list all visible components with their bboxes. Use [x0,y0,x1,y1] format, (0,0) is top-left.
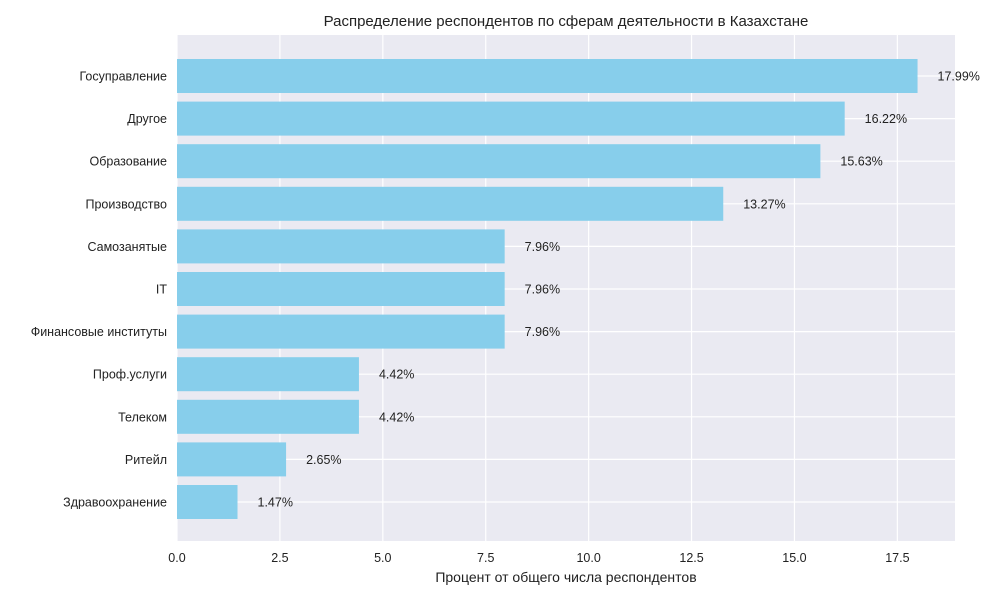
bar [177,229,505,264]
value-label: 16.22% [865,112,907,126]
value-label: 7.96% [525,240,560,254]
category-labels: Госуправление Другое Образование Производст… [31,70,168,510]
bar [177,399,359,434]
bar [177,272,505,306]
x-axis-label: Процент от общего числа респондентов [435,569,696,585]
value-label: 2.65% [306,453,341,467]
category-label: Госуправление [80,70,168,84]
x-tick-label: 5.0 [374,551,391,565]
bar [177,186,724,221]
value-label: 1.47% [258,496,293,510]
value-label: 17.99% [938,70,980,84]
value-label: 4.42% [379,368,414,382]
chart-title: Распределение респондентов по сферам дея… [324,13,809,30]
value-label: 15.63% [840,155,882,169]
bars [177,59,918,519]
value-label: 4.42% [379,410,414,424]
value-labels: 17.99% 16.22% 15.63% 13.27% 7.96% 7.96% 7.96% 4… [258,70,980,510]
category-label: Другое [127,112,167,126]
category-label: Финансовые институты [31,325,167,339]
x-tick-label: 7.5 [477,551,494,565]
x-tick-label: 10.0 [576,551,600,565]
category-label: Самозанятые [87,240,167,254]
category-label: Здравоохранение [63,496,167,510]
bar [177,101,845,136]
bar [177,59,918,93]
bar [177,357,359,392]
x-tick-label: 12.5 [679,551,703,565]
x-tick-label: 2.5 [271,551,288,565]
category-label: Проф.услуги [93,368,167,382]
bar [177,314,505,349]
value-label: 7.96% [525,325,560,339]
value-label: 7.96% [525,283,560,297]
x-tick-label: 0.0 [168,551,185,565]
bar [177,442,287,477]
value-label: 13.27% [743,197,785,211]
bar [177,144,821,179]
category-label: Телеком [118,410,167,424]
bar [177,485,238,519]
category-label: Ритейл [125,453,167,467]
category-label: Производство [85,197,167,211]
category-label: Образование [90,155,168,169]
x-tick-labels: 0.0 2.5 5.0 7.5 10.0 12.5 15.0 17.5 [168,551,909,565]
x-tick-label: 17.5 [885,551,909,565]
category-label: IT [156,283,167,297]
x-tick-label: 15.0 [782,551,806,565]
